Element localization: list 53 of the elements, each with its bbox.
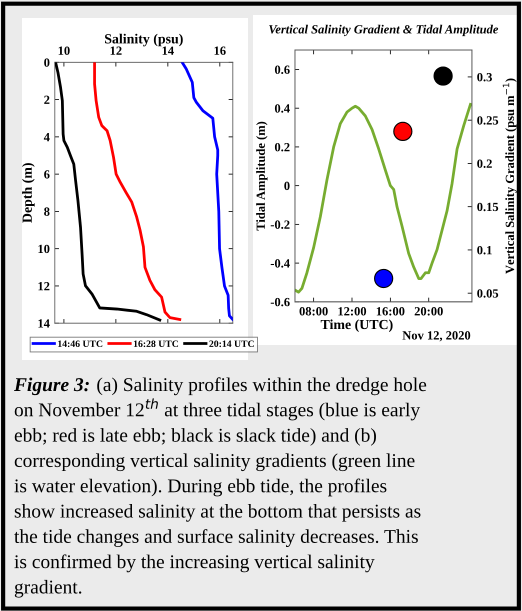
y-tick-label: 12 xyxy=(38,282,50,290)
text: corresponding vertical salinity gradients (green line xyxy=(14,453,414,472)
legend-label: 16:28 UTC xyxy=(134,340,178,348)
y-tick-label: 4 xyxy=(44,132,50,142)
text: on November 12$^{th}$ at three tidal stages (blue is early xyxy=(14,398,420,420)
x-tick-label: 20:00 xyxy=(414,307,443,316)
x-tick-label: 14 xyxy=(162,46,174,55)
y2-tick-label: 0.3 xyxy=(477,72,492,82)
y-tick-label: 0 xyxy=(44,58,50,67)
y2-tick-label: 0.15 xyxy=(477,202,498,212)
line-series xyxy=(54,62,162,322)
line-series xyxy=(294,102,472,294)
x-tick-label: 08:00 xyxy=(300,307,328,316)
y2-tick-label: 0.1 xyxy=(477,246,492,254)
text: ebb; red is late ebb; black is slack tide) and (b) xyxy=(14,428,376,446)
y-tick-label: 0.2 xyxy=(274,142,290,152)
legend-label: 14:46 UTC xyxy=(58,340,102,348)
text: is water elevation). During ebb tide, the profiles xyxy=(14,478,386,496)
y2-axis-title: Vertical Salinity Gradient (psu m$^{−1}$) xyxy=(502,78,517,274)
y-tick-label: 10 xyxy=(38,244,50,254)
y2-tick-label: 0.25 xyxy=(477,116,498,125)
text: (a) Salinity profiles within the dredge hole xyxy=(97,377,426,396)
x-axis-title: Time (UTC) xyxy=(320,319,393,332)
y-tick-label: 6 xyxy=(44,170,50,179)
y-tick-label: 2 xyxy=(44,96,50,104)
text: is confirmed by the increasing vertical salinity xyxy=(14,554,375,572)
line-series xyxy=(180,62,233,321)
x-tick-label: 12 xyxy=(110,46,122,55)
y-axis-title: Tidal Amplitude (m) xyxy=(256,122,268,231)
text: show increased salinity at the bottom that persists as xyxy=(14,504,420,522)
y2-tick-label: 0.2 xyxy=(477,159,492,168)
y-tick-label: 0 xyxy=(284,182,290,190)
chart-title: Vertical Salinity Gradient & Tidal Amplitude xyxy=(269,24,498,36)
y-tick-label: -0.6 xyxy=(270,298,290,306)
y-tick-label: -0.4 xyxy=(270,259,290,268)
y-axis-title: Depth (m) xyxy=(22,163,35,223)
x-tick-label: 16:00 xyxy=(376,307,404,316)
y-tick-label: 14 xyxy=(38,319,50,328)
y2-tick-label: 0.05 xyxy=(477,289,498,298)
y-tick-label: -0.2 xyxy=(270,220,290,229)
text: the tide changes and surface salinity decreases. This xyxy=(14,529,418,547)
x-tick-label: 12:00 xyxy=(338,307,366,316)
line-series xyxy=(93,62,182,321)
caption: Figure 3: xyxy=(14,378,89,396)
text: Nov 12, 2020 xyxy=(402,331,470,342)
y-tick-label: 8 xyxy=(44,207,50,216)
legend-label: 20:14 UTC xyxy=(209,340,254,348)
y-tick-label: 0.4 xyxy=(274,104,290,113)
x-tick-label: 10 xyxy=(58,46,70,55)
x-tick-label: 16 xyxy=(214,46,226,55)
text: gradient. xyxy=(14,580,82,598)
y-tick-label: 0.6 xyxy=(274,65,290,74)
x-axis-title: Salinity (psu) xyxy=(104,34,183,46)
